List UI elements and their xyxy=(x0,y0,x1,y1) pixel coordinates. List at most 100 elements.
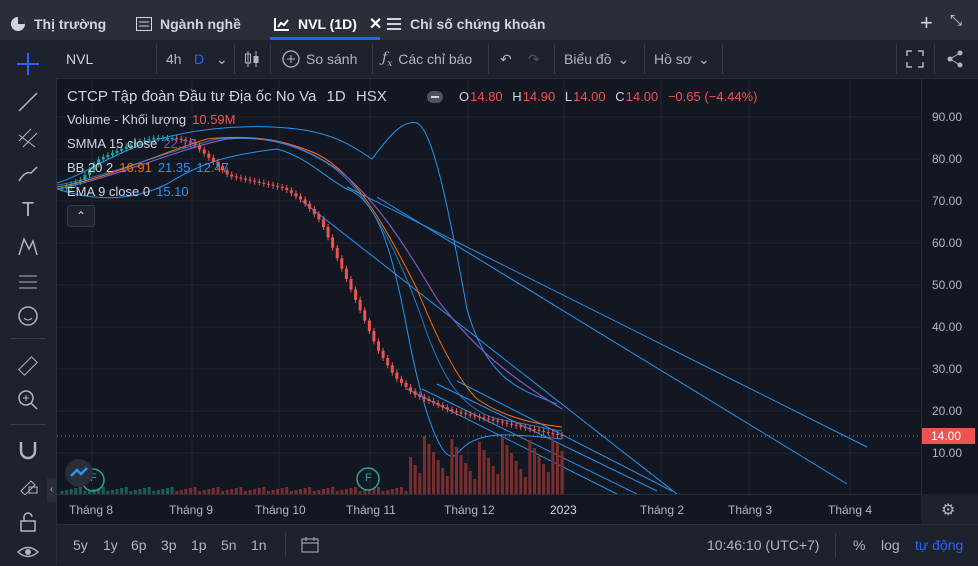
close-icon[interactable]: ✕ xyxy=(368,16,383,33)
undo-icon[interactable]: ↶ xyxy=(500,50,512,67)
time-axis[interactable]: Tháng 8 Tháng 9 Tháng 10 Tháng 11 Tháng … xyxy=(57,494,921,525)
volume-bar xyxy=(445,476,449,494)
event-marker-label[interactable]: F xyxy=(90,472,97,484)
interval-label: 4h xyxy=(166,51,182,67)
text-icon[interactable]: T xyxy=(21,198,35,221)
collapse-icon[interactable]: ⤡ xyxy=(950,12,963,29)
unlock-icon[interactable] xyxy=(16,510,40,534)
chart-pane[interactable]: F F CTCP Tập đoàn Đầu tư Địa ốc No Va 1D… xyxy=(57,79,921,494)
trendline-icon[interactable] xyxy=(16,90,40,114)
candle-body xyxy=(211,157,215,162)
candle-body xyxy=(138,141,142,143)
collapse-toolbar-icon[interactable]: ‹ xyxy=(47,478,56,502)
volume-bar xyxy=(340,490,344,494)
range-5y[interactable]: 5y xyxy=(73,537,88,553)
date-range-icon[interactable] xyxy=(301,536,319,557)
compare-button[interactable]: So sánh xyxy=(282,40,357,78)
tab-industry[interactable]: Ngành nghề xyxy=(136,8,241,40)
tab-market[interactable]: Thị trường xyxy=(10,8,106,40)
tab-nvl[interactable]: NVL (1D) ✕ xyxy=(274,8,382,40)
volume-bar xyxy=(349,488,353,494)
fullscreen-icon[interactable] xyxy=(906,40,924,78)
profile-dropdown[interactable]: Hồ sơ ⌄ xyxy=(654,40,710,78)
candle-body xyxy=(92,164,96,170)
crosshair-icon[interactable] xyxy=(16,52,40,76)
forecast-icon[interactable] xyxy=(16,270,40,294)
volume-bar xyxy=(491,466,495,494)
candle-body xyxy=(124,146,128,149)
percent-scale-toggle[interactable]: % xyxy=(853,537,866,553)
settings-gear-icon[interactable]: ⚙ xyxy=(941,502,956,519)
eye-icon[interactable] xyxy=(16,540,40,564)
candle-body xyxy=(60,188,64,190)
candle-body xyxy=(390,365,394,373)
volume-bar xyxy=(450,439,454,494)
volume-bar xyxy=(184,489,188,494)
ema-legend[interactable]: EMA 9 close 0 15.10 xyxy=(67,184,195,199)
range-6p[interactable]: 6p xyxy=(131,537,147,553)
volume-legend[interactable]: Volume - Khối lượng 10.59M xyxy=(67,112,242,127)
volume-bar xyxy=(188,488,192,494)
volume-bar xyxy=(546,472,550,494)
divider xyxy=(644,44,645,74)
time-tick: 2023 xyxy=(550,503,577,517)
volume-bar xyxy=(225,490,229,494)
hide-legend-icon[interactable] xyxy=(427,91,443,103)
magnet-icon[interactable] xyxy=(16,438,40,462)
log-scale-toggle[interactable]: log xyxy=(881,537,900,553)
candle-body xyxy=(225,170,229,175)
tab-index[interactable]: Chỉ số chứng khoán xyxy=(386,8,545,40)
chart-type-dropdown[interactable]: Biểu đồ ⌄ xyxy=(564,40,629,78)
candle-body xyxy=(101,157,105,160)
candle-body xyxy=(409,387,413,392)
redo-icon[interactable]: ↷ xyxy=(528,50,540,67)
event-marker-label[interactable]: F xyxy=(365,472,372,484)
volume-bar xyxy=(390,489,394,494)
range-1p[interactable]: 1p xyxy=(191,537,207,553)
candle-body xyxy=(65,186,69,189)
candle-body xyxy=(519,425,523,427)
range-5n[interactable]: 5n xyxy=(221,537,237,553)
candles-icon[interactable] xyxy=(244,40,260,78)
chevron-down-icon[interactable]: ⌄ xyxy=(216,50,228,67)
candle-body xyxy=(175,138,179,139)
candle-body xyxy=(83,174,87,181)
volume-bar xyxy=(207,489,211,494)
indicators-button[interactable]: ƒx Các chỉ báo xyxy=(382,40,472,78)
bb-lower-value: 12.47 xyxy=(196,160,229,175)
bb-legend[interactable]: BB 20 2 16.91 21.35 12.47 xyxy=(67,160,235,175)
clock-display[interactable]: 10:46:10 (UTC+7) xyxy=(707,537,820,553)
share-icon[interactable] xyxy=(946,40,964,78)
ruler-icon[interactable] xyxy=(16,354,40,378)
volume-bar xyxy=(170,487,174,494)
interval-d[interactable]: D xyxy=(194,40,204,78)
volume-bar xyxy=(271,490,275,494)
candle-body xyxy=(404,382,408,388)
price-axis[interactable]: 90.00 80.00 70.00 60.00 50.00 40.00 30.0… xyxy=(921,79,978,494)
zoom-in-icon[interactable] xyxy=(16,388,40,412)
range-1n[interactable]: 1n xyxy=(251,537,267,553)
candle-body xyxy=(514,424,518,426)
pattern-icon[interactable] xyxy=(16,234,40,258)
candles xyxy=(60,135,564,440)
interval-4h[interactable]: 4h xyxy=(166,40,182,78)
collapse-legend-button[interactable]: ⌃ xyxy=(67,205,95,227)
emoji-icon[interactable] xyxy=(16,304,40,328)
volume-bar xyxy=(335,491,339,494)
symbol-search[interactable]: NVL xyxy=(66,40,93,78)
candle-body xyxy=(179,138,183,140)
range-3p[interactable]: 3p xyxy=(161,537,177,553)
divider xyxy=(372,44,373,74)
candle-body xyxy=(115,150,119,153)
add-tab-icon[interactable]: + xyxy=(920,10,933,35)
smma-legend[interactable]: SMMA 15 close 22.16 xyxy=(67,136,202,151)
range-1y[interactable]: 1y xyxy=(103,537,118,553)
brush-icon[interactable] xyxy=(16,162,40,186)
auto-scale-toggle[interactable]: tự động xyxy=(915,537,964,553)
fib-icon[interactable] xyxy=(16,126,40,150)
candle-body xyxy=(326,227,330,238)
volume-bar xyxy=(312,491,316,494)
lock-drawing-icon[interactable] xyxy=(16,472,40,496)
volume-bar xyxy=(496,474,500,494)
volume-bar xyxy=(528,440,532,494)
